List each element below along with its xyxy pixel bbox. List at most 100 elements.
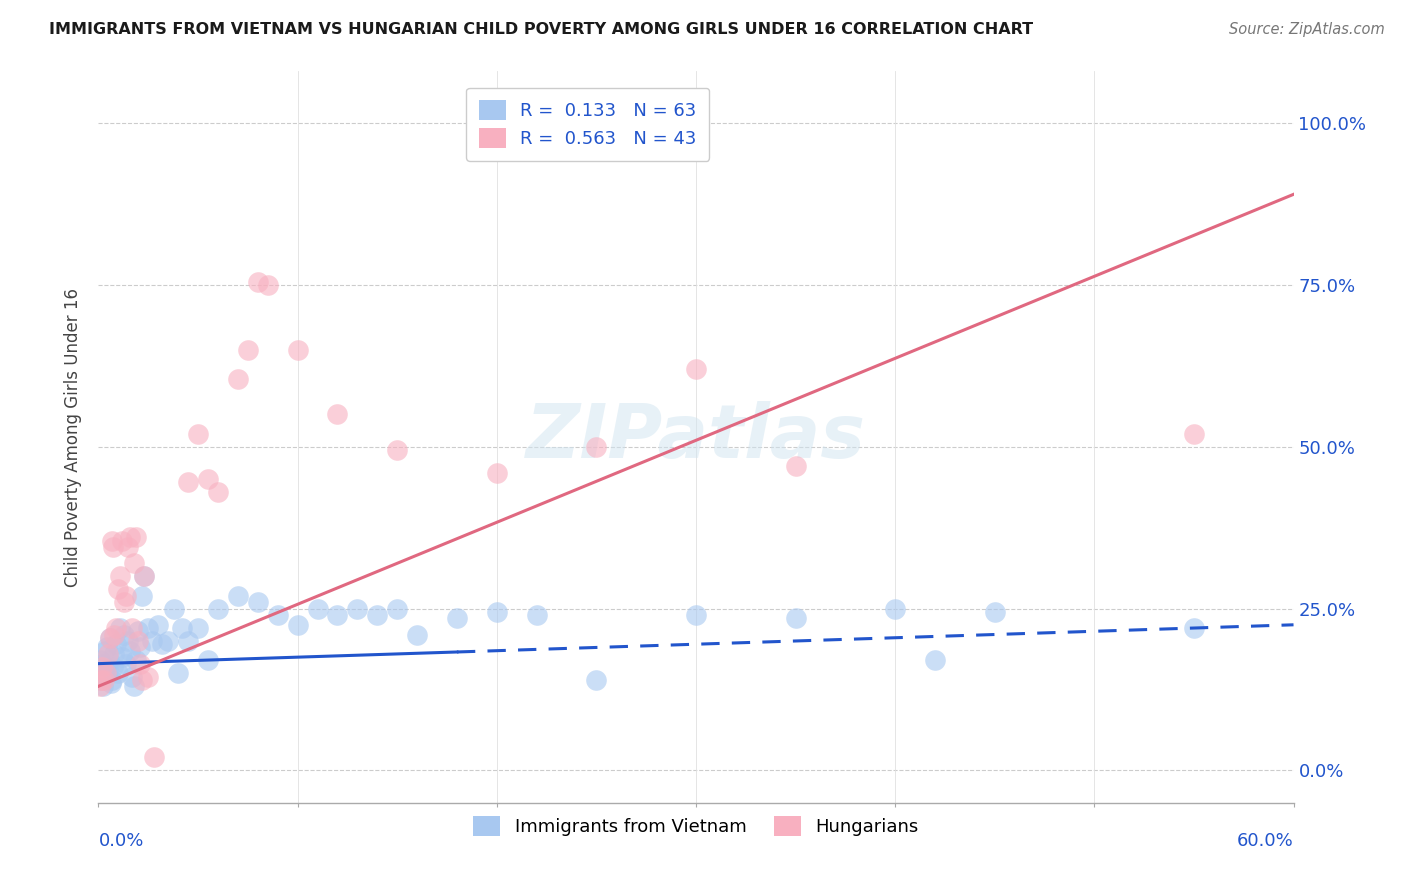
Point: [93, 673, 115, 687]
Point: [129, 640, 152, 655]
Point: [406, 627, 429, 641]
Point: [785, 611, 807, 625]
Point: [207, 601, 229, 615]
Point: [96, 640, 118, 655]
Point: [115, 589, 138, 603]
Point: [101, 533, 124, 548]
Point: [107, 582, 129, 597]
Point: [148, 617, 170, 632]
Point: [93, 663, 115, 677]
Point: [105, 637, 128, 651]
Point: [346, 601, 368, 615]
Point: [785, 459, 807, 474]
Point: [287, 343, 309, 357]
Point: [117, 634, 139, 648]
Text: 60.0%: 60.0%: [1237, 832, 1294, 850]
Point: [124, 679, 146, 693]
Point: [366, 608, 388, 623]
Text: IMMIGRANTS FROM VIETNAM VS HUNGARIAN CHILD POVERTY AMONG GIRLS UNDER 16 CORRELAT: IMMIGRANTS FROM VIETNAM VS HUNGARIAN CHI…: [49, 22, 1033, 37]
Point: [115, 657, 138, 671]
Point: [100, 676, 122, 690]
Point: [112, 627, 135, 641]
Point: [98, 653, 121, 667]
Point: [111, 650, 134, 665]
Point: [90, 673, 112, 687]
Point: [105, 621, 128, 635]
Point: [127, 634, 149, 648]
Point: [163, 601, 186, 615]
Point: [385, 443, 409, 458]
Point: [131, 589, 153, 603]
Point: [111, 533, 134, 548]
Point: [129, 657, 152, 671]
Point: [98, 631, 122, 645]
Point: [326, 408, 349, 422]
Point: [256, 277, 278, 292]
Point: [110, 621, 132, 635]
Point: [685, 608, 707, 623]
Text: Source: ZipAtlas.com: Source: ZipAtlas.com: [1229, 22, 1385, 37]
Point: [167, 666, 190, 681]
Point: [124, 557, 146, 571]
Text: ZIPatlas: ZIPatlas: [526, 401, 866, 474]
Point: [94, 643, 117, 657]
Point: [884, 601, 907, 615]
Point: [98, 631, 122, 645]
Point: [246, 275, 269, 289]
Point: [685, 362, 707, 376]
Point: [924, 653, 946, 667]
Point: [120, 643, 142, 657]
Point: [526, 608, 548, 623]
Point: [226, 589, 249, 603]
Point: [131, 673, 153, 687]
Point: [96, 660, 118, 674]
Point: [1182, 621, 1205, 635]
Point: [134, 569, 156, 583]
Point: [97, 663, 120, 677]
Point: [197, 653, 219, 667]
Point: [125, 653, 148, 667]
Point: [197, 472, 219, 486]
Point: [125, 530, 148, 544]
Point: [267, 608, 290, 623]
Point: [585, 673, 607, 687]
Point: [485, 466, 508, 480]
Point: [984, 605, 1007, 619]
Point: [177, 634, 200, 648]
Y-axis label: Child Poverty Among Girls Under 16: Child Poverty Among Girls Under 16: [65, 287, 83, 587]
Point: [172, 621, 194, 635]
Point: [110, 569, 132, 583]
Point: [103, 660, 125, 674]
Point: [103, 647, 125, 661]
Point: [134, 569, 156, 583]
Point: [89, 653, 111, 667]
Point: [90, 673, 112, 687]
Point: [485, 605, 508, 619]
Point: [121, 669, 143, 683]
Point: [187, 426, 209, 441]
Point: [103, 540, 125, 554]
Point: [446, 611, 468, 625]
Point: [121, 621, 143, 635]
Point: [236, 343, 259, 357]
Point: [101, 673, 124, 687]
Point: [103, 627, 125, 641]
Text: 0.0%: 0.0%: [98, 832, 143, 850]
Point: [287, 617, 309, 632]
Point: [150, 637, 173, 651]
Point: [141, 634, 163, 648]
Point: [117, 540, 139, 554]
Point: [91, 657, 114, 671]
Point: [136, 669, 159, 683]
Legend: Immigrants from Vietnam, Hungarians: Immigrants from Vietnam, Hungarians: [464, 807, 928, 845]
Point: [385, 601, 409, 615]
Point: [127, 624, 149, 639]
Point: [585, 440, 607, 454]
Point: [157, 634, 180, 648]
Point: [107, 666, 129, 681]
Point: [1182, 426, 1205, 441]
Point: [96, 666, 118, 681]
Point: [112, 595, 135, 609]
Point: [143, 750, 166, 764]
Point: [89, 679, 111, 693]
